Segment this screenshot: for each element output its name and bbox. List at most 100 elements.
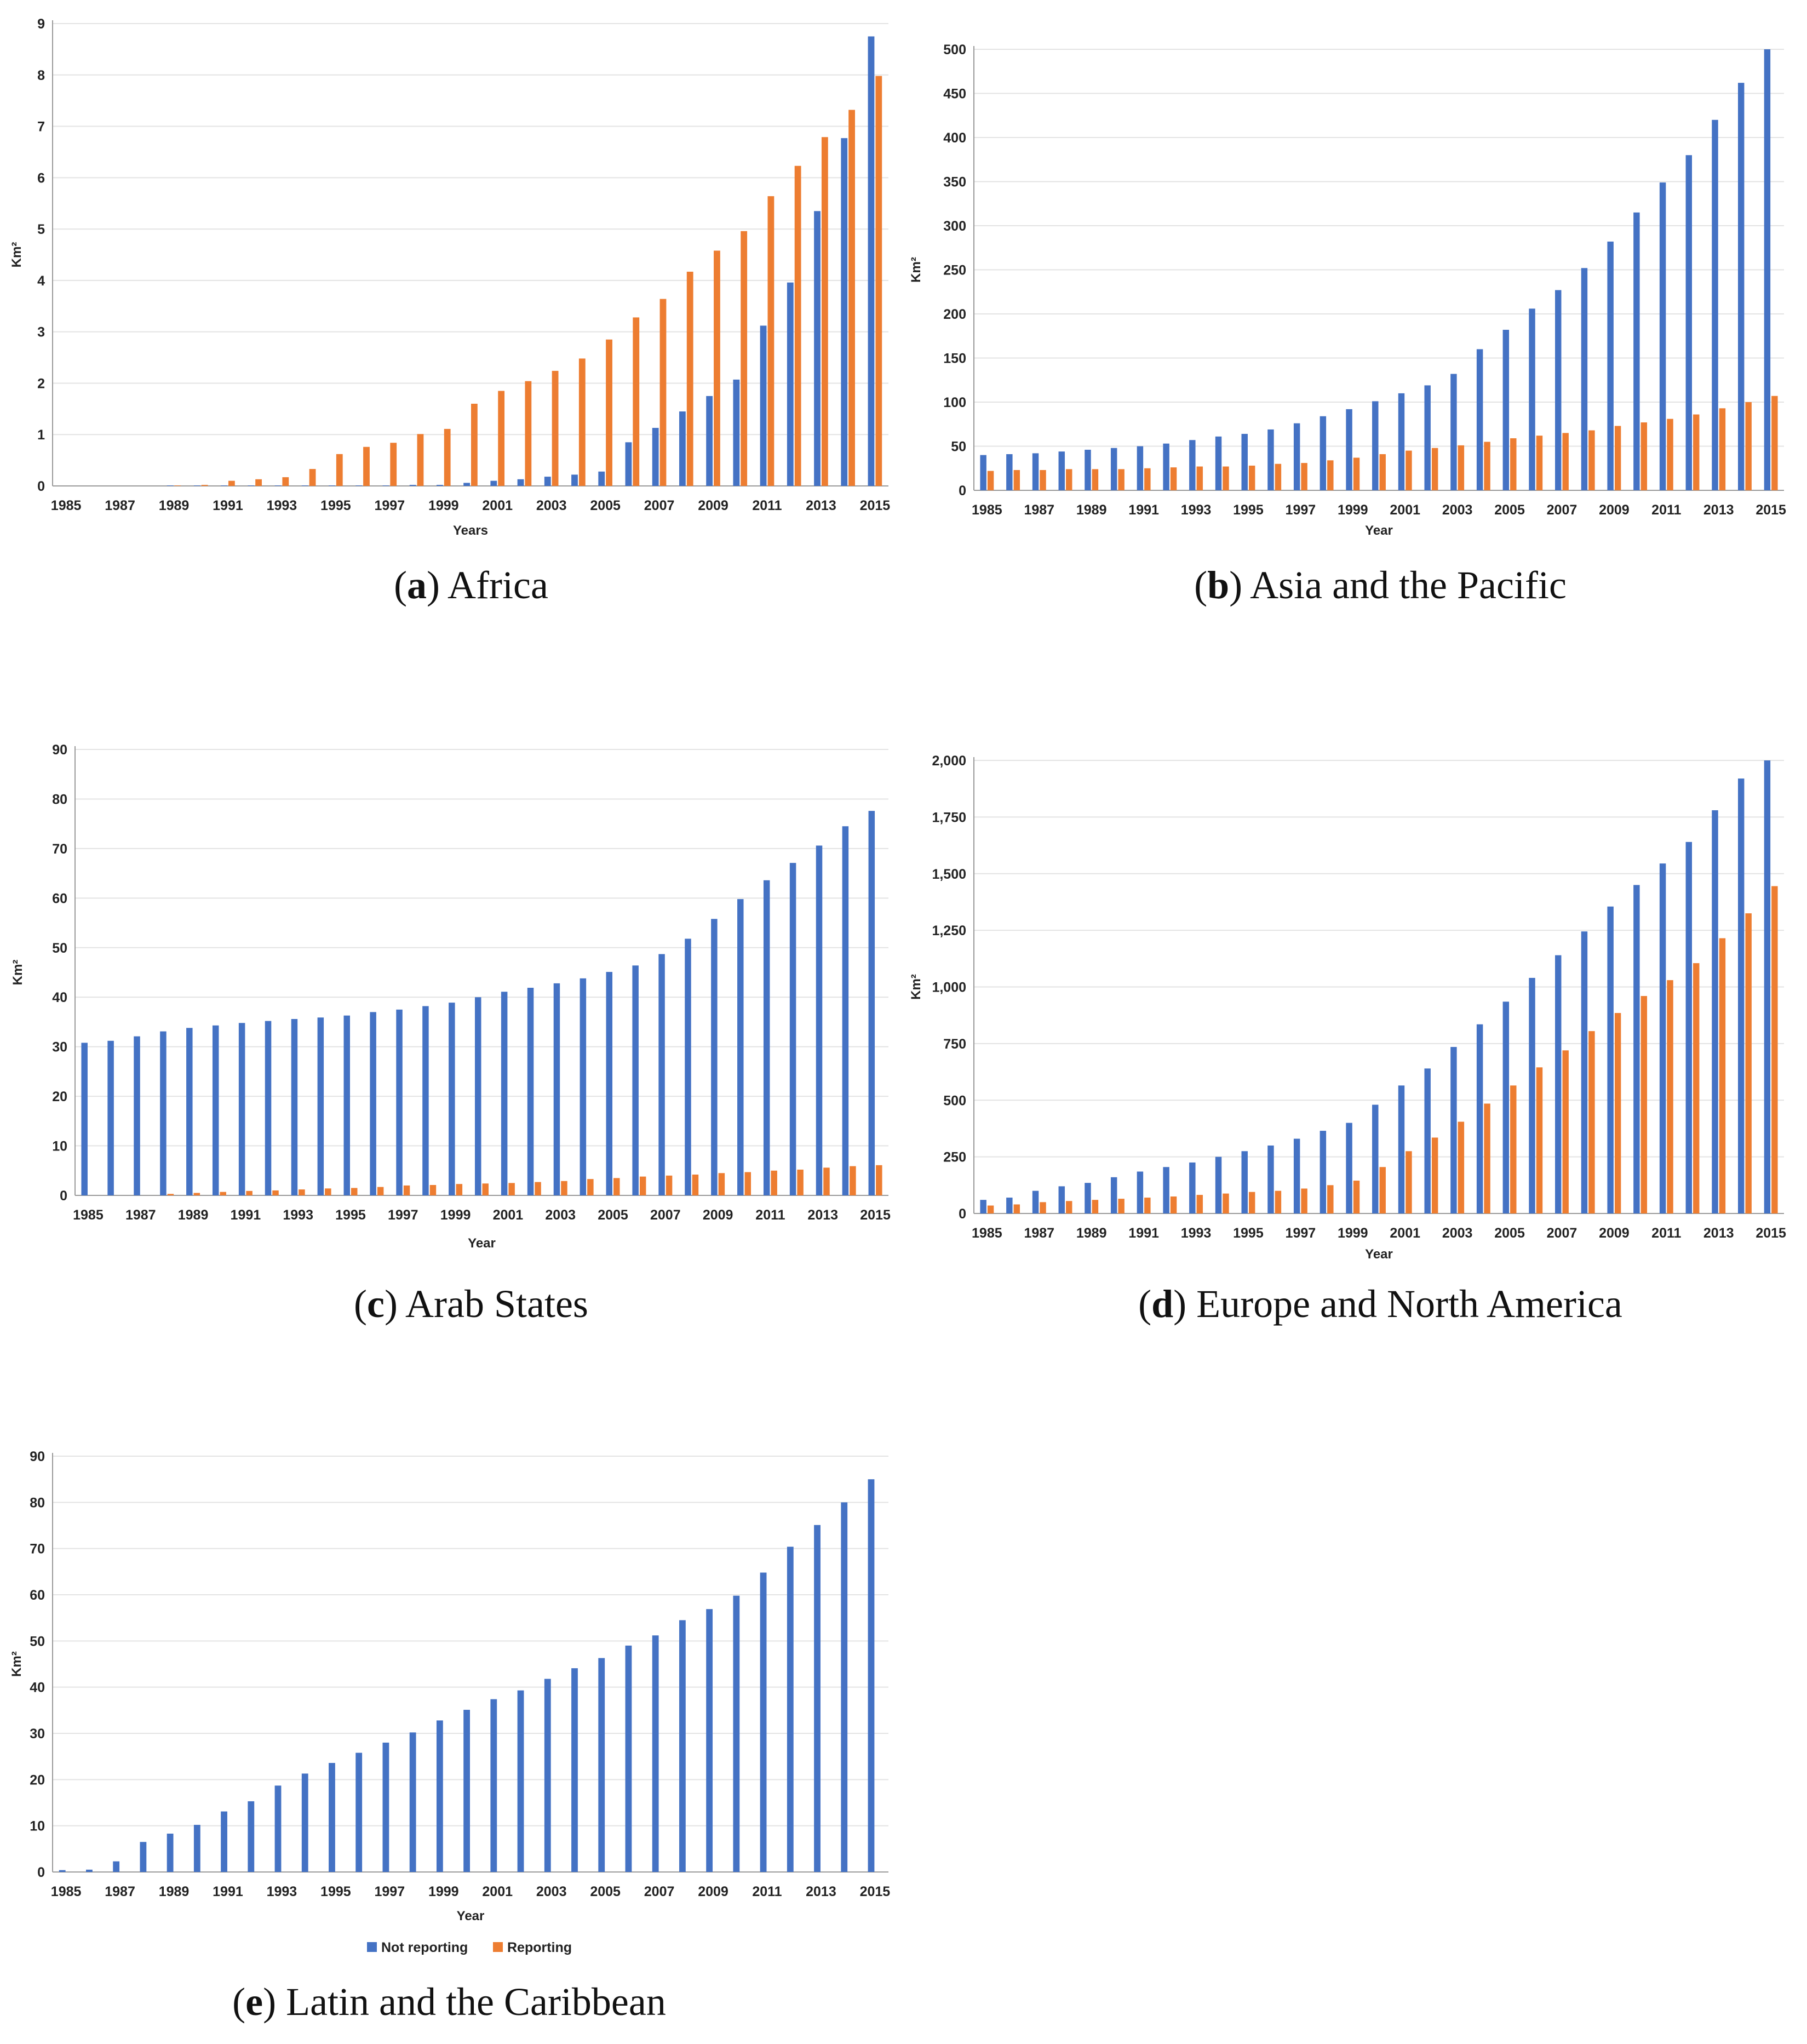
x-tick-label: 2015 [860,498,891,513]
x-tick-label: 1987 [1024,502,1054,518]
x-tick-label: 2009 [698,1884,728,1899]
bar-reporting-2004 [1484,1103,1490,1213]
caption-paren-open: ( [394,563,407,607]
bar-not-reporting-1985 [59,1870,66,1872]
bar-reporting-2015 [875,76,882,486]
x-tick-label: 2013 [806,1884,836,1899]
bar-not-reporting-1991 [1137,446,1144,490]
y-tick-label: 10 [30,1819,45,1834]
bar-reporting-2009 [1614,1013,1621,1213]
bar-reporting-2013 [1719,408,1726,490]
bar-reporting-2007 [1562,1050,1569,1213]
bar-not-reporting-1996 [355,1753,363,1872]
bar-not-reporting-2007 [658,954,665,1195]
bar-not-reporting-1999 [1346,1123,1352,1213]
y-tick-label: 10 [52,1139,67,1154]
caption-paren-open: ( [1194,563,1207,607]
bar-not-reporting-2008 [1581,268,1588,490]
bar-reporting-2008 [686,271,693,486]
x-tick-label: 1989 [159,498,190,513]
bar-reporting-1988 [1065,469,1072,490]
bar-not-reporting-1997 [1293,1138,1300,1213]
y-tick-label: 20 [52,1089,67,1104]
chart-caption: (d) Europe and North America [1138,1282,1622,1326]
bar-not-reporting-1998 [1320,416,1327,490]
bar-reporting-2010 [741,231,748,486]
x-tick-label: 1987 [1024,1226,1054,1241]
y-tick-label: 1,500 [932,867,966,882]
bar-not-reporting-2013 [1712,810,1718,1213]
x-axis-title: Years [453,523,488,538]
bar-reporting-1988 [167,1194,174,1195]
bar-not-reporting-1989 [167,1834,174,1872]
bar-not-reporting-2014 [842,826,849,1195]
bar-reporting-1985 [987,1205,994,1213]
bar-reporting-2012 [797,1169,804,1195]
bar-reporting-2009 [714,250,720,486]
bar-not-reporting-1997 [382,485,389,486]
y-tick-label: 70 [52,841,67,857]
bar-reporting-2015 [1771,396,1778,490]
x-tick-label: 2011 [752,498,782,513]
bar-reporting-2008 [1588,430,1595,490]
bar-reporting-2006 [639,1176,646,1195]
x-tick-label: 1993 [1181,1226,1212,1241]
x-tick-label: 2001 [1390,1226,1420,1241]
x-tick-label: 1985 [51,498,82,513]
x-tick-label: 2009 [698,498,728,513]
x-tick-label: 1993 [1181,502,1212,518]
y-tick-label: 0 [60,1188,67,1204]
bar-not-reporting-2003 [553,983,560,1195]
bar-not-reporting-1996 [355,485,363,486]
bar-not-reporting-2014 [841,138,848,486]
bar-reporting-2001 [508,1183,515,1195]
x-tick-label: 2005 [1494,1226,1525,1241]
bar-reporting-1992 [1170,467,1177,490]
chart-caption: (e) Latin and the Caribbean [232,1980,666,2024]
bar-reporting-2002 [1431,1137,1438,1213]
bar-reporting-1990 [1118,469,1125,490]
bar-not-reporting-2015 [1764,49,1771,490]
bar-reporting-2002 [1431,448,1438,490]
bar-not-reporting-1991 [221,485,227,486]
bar-not-reporting-2006 [1529,308,1535,490]
x-tick-label: 2011 [1651,502,1681,518]
x-tick-label: 1989 [159,1884,190,1899]
chart-a: 0 1 2 3 4 5 6 7 8 9 1985 1987 1989 1991 1993 1995 1997 19… [9,16,890,607]
y-tick-label: 7 [37,119,45,135]
bar-not-reporting-2000 [463,483,470,486]
bar-not-reporting-1993 [1189,1162,1196,1213]
x-tick-label: 2009 [1599,1226,1630,1241]
bar-reporting-1989 [1092,469,1099,490]
bar-reporting-1995 [1248,465,1255,490]
bar-reporting-2011 [771,1170,777,1195]
x-tick-label: 2015 [860,1207,891,1223]
bar-reporting-1999 [1353,1181,1360,1213]
y-tick-label: 20 [30,1772,45,1788]
x-tick-label: 2005 [590,1884,621,1899]
y-tick-label: 2,000 [932,753,966,769]
bar-reporting-2002 [525,381,532,486]
bar-not-reporting-2009 [706,1609,713,1872]
bar-reporting-1999 [456,1184,463,1195]
chart-c: 0 10 20 30 40 50 60 70 80 90 1985 1987 1989 1991 1993 1… [10,742,891,1326]
bar-not-reporting-1995 [1241,1151,1248,1213]
x-tick-label: 2003 [1442,1226,1473,1241]
bar-not-reporting-2007 [652,428,659,486]
bar-reporting-1990 [220,1192,226,1195]
bar-not-reporting-1987 [1032,453,1039,490]
bar-reporting-2000 [471,403,478,486]
caption-letter: a [407,563,427,607]
bar-not-reporting-1996 [1267,429,1274,490]
bar-reporting-1997 [1301,463,1307,490]
caption-title: Europe and North America [1186,1282,1622,1326]
y-tick-label: 750 [943,1037,966,1052]
bar-not-reporting-2002 [1424,1068,1431,1213]
x-tick-label: 1997 [1286,502,1316,518]
bar-reporting-2000 [482,1183,489,1195]
y-tick-label: 0 [959,1206,966,1222]
x-tick-label: 1999 [440,1207,471,1223]
y-tick-label: 200 [943,307,966,322]
x-tick-label: 1987 [105,1884,135,1899]
y-tick-label: 8 [37,68,45,83]
